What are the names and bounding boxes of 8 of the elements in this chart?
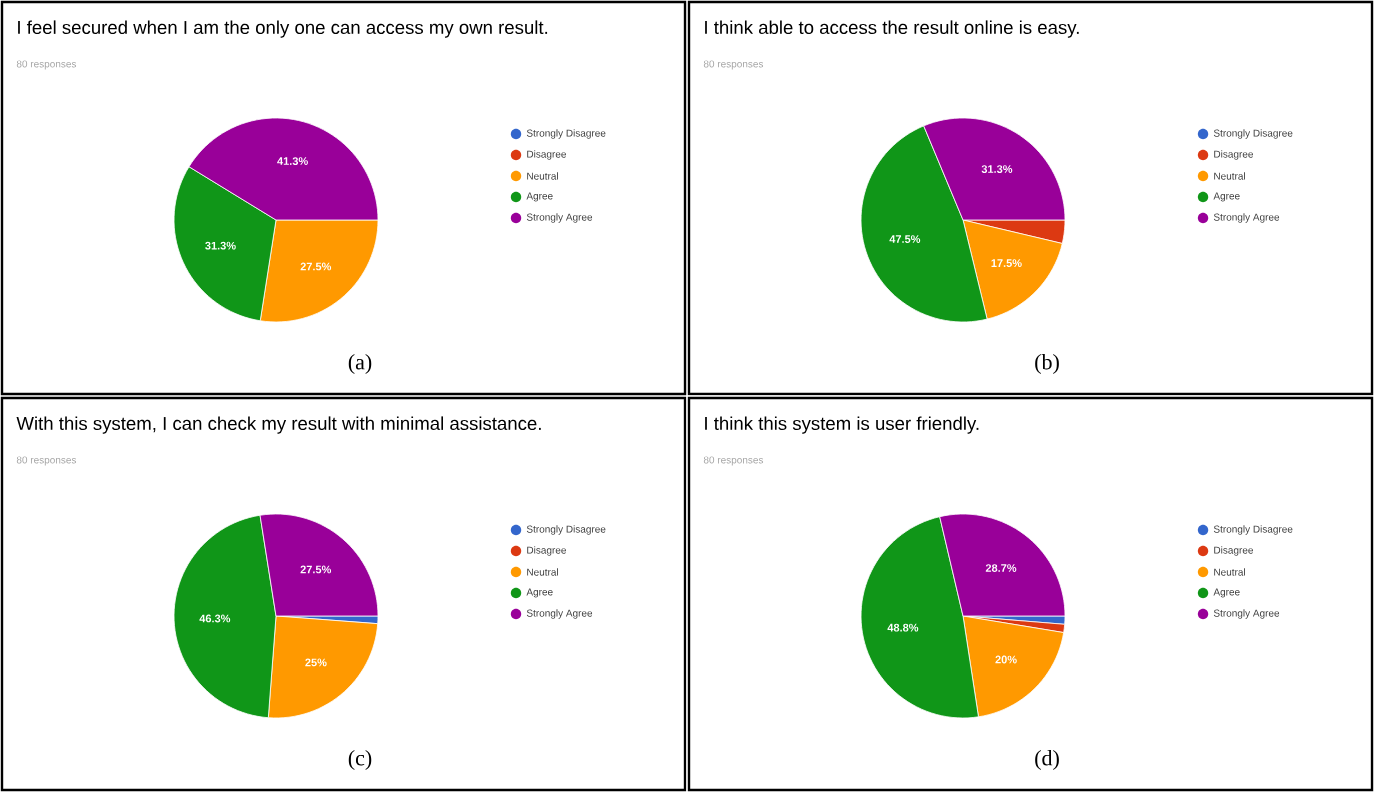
text: (b): [1035, 354, 1059, 374]
chart-title: I think able to access the result online is easy.: [705, 20, 1079, 38]
text: (c): [348, 750, 372, 770]
text: (d): [1035, 750, 1059, 770]
chart-title: I think this system is user friendly.: [705, 416, 979, 434]
chart-title: With this system, I can check my result with minimal assistance.: [16, 416, 541, 434]
text: (a): [348, 354, 372, 374]
chart-title: I feel secured when I am the only one can access my own result.: [18, 20, 548, 38]
